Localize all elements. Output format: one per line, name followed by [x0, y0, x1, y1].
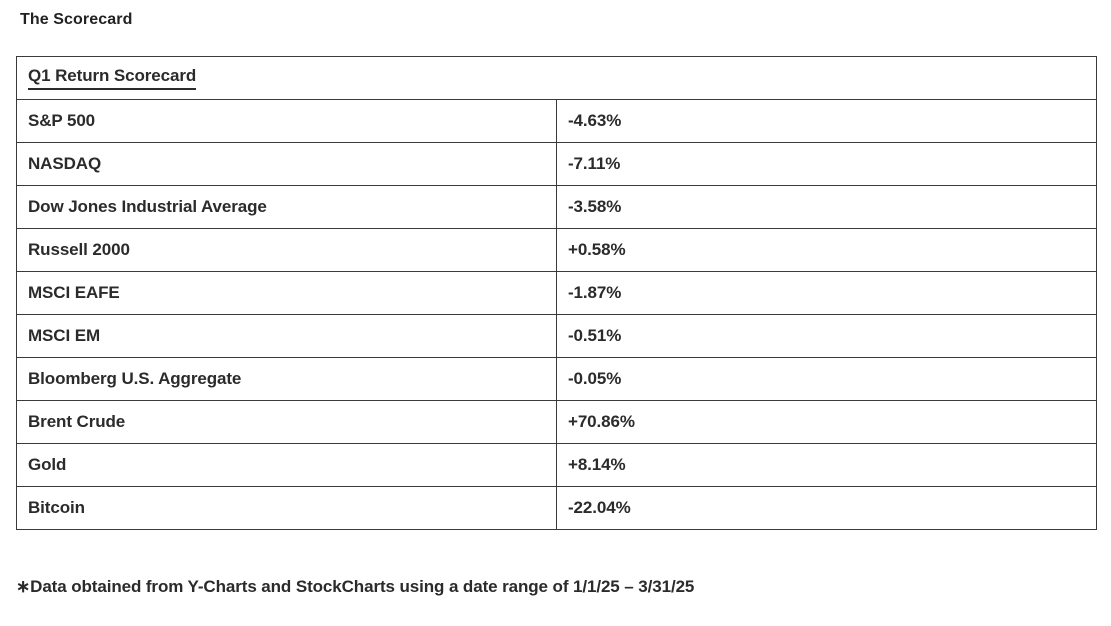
table-title: Q1 Return Scorecard — [28, 66, 196, 91]
return-value-cell: +70.86% — [555, 400, 1098, 444]
table-row: Gold +8.14% — [16, 443, 1098, 487]
table-header-row: Q1 Return Scorecard — [15, 56, 1098, 100]
table-row: Bloomberg U.S. Aggregate -0.05% — [16, 357, 1098, 401]
return-value-cell: -0.05% — [555, 357, 1098, 401]
return-value-cell: -7.11% — [555, 142, 1098, 186]
scorecard-table: Q1 Return Scorecard S&P 500 -4.63% NASDA… — [15, 56, 1098, 530]
table-row: Bitcoin -22.04% — [16, 486, 1098, 530]
index-name-cell: S&P 500 — [16, 99, 557, 143]
return-value-cell: -3.58% — [555, 185, 1098, 229]
index-name-cell: Brent Crude — [16, 400, 557, 444]
index-name-cell: Gold — [16, 443, 557, 487]
table-title-cell: Q1 Return Scorecard — [15, 56, 1098, 100]
index-name-cell: Russell 2000 — [16, 228, 557, 272]
table-row: Brent Crude +70.86% — [16, 400, 1098, 444]
index-name-cell: Bitcoin — [16, 486, 557, 530]
return-value-cell: -0.51% — [555, 314, 1098, 358]
index-name-cell: Dow Jones Industrial Average — [16, 185, 557, 229]
table-row: MSCI EAFE -1.87% — [16, 271, 1098, 315]
index-name-cell: Bloomberg U.S. Aggregate — [16, 357, 557, 401]
table-row: NASDAQ -7.11% — [16, 142, 1098, 186]
table-row: S&P 500 -4.63% — [16, 99, 1098, 143]
return-value-cell: -22.04% — [555, 486, 1098, 530]
table-row: MSCI EM -0.51% — [16, 314, 1098, 358]
index-name-cell: NASDAQ — [16, 142, 557, 186]
page: The Scorecard Q1 Return Scorecard S&P 50… — [15, 11, 1098, 596]
return-value-cell: -1.87% — [555, 271, 1098, 315]
return-value-cell: +0.58% — [555, 228, 1098, 272]
return-value-cell: +8.14% — [555, 443, 1098, 487]
footnote: ∗Data obtained from Y-Charts and StockCh… — [16, 577, 695, 596]
index-name-cell: MSCI EM — [16, 314, 557, 358]
page-title: The Scorecard — [20, 11, 133, 28]
table-row: Dow Jones Industrial Average -3.58% — [16, 185, 1098, 229]
table-row: Russell 2000 +0.58% — [16, 228, 1098, 272]
return-value-cell: -4.63% — [555, 99, 1098, 143]
index-name-cell: MSCI EAFE — [16, 271, 557, 315]
